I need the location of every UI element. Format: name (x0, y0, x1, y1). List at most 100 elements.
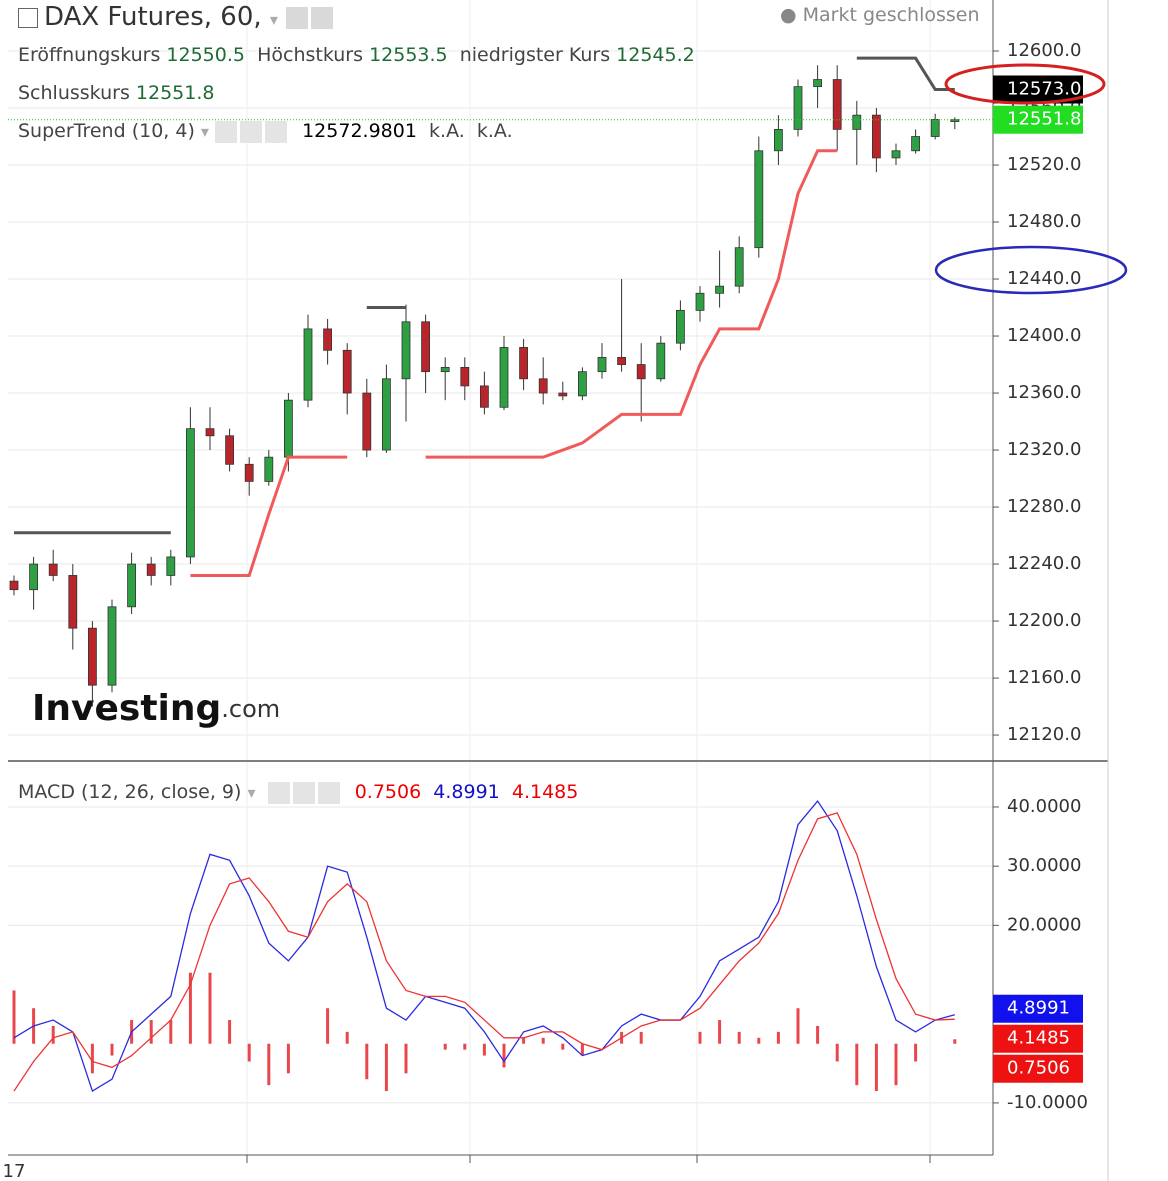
candle-body (754, 150, 764, 249)
y-tick-label: -10.0000 (1007, 1092, 1088, 1113)
candle-body (421, 321, 431, 373)
candle-body (578, 371, 587, 397)
close-icon[interactable] (317, 781, 340, 804)
x-tick-label: 17 (3, 1161, 26, 1181)
candle-body (597, 357, 607, 373)
candle-body (244, 463, 254, 482)
candle-body (381, 378, 391, 451)
histogram-bar (12, 990, 16, 1044)
dropdown[interactable]: ▾ (269, 10, 278, 29)
indicator-value: k.A. (476, 120, 513, 142)
candle-body (930, 119, 940, 137)
candle-body (264, 456, 274, 482)
histogram-bar (443, 1043, 447, 1050)
collapse-icon[interactable] (18, 7, 38, 28)
y-tick-label: 12360.0 (1007, 382, 1081, 403)
candle-body (519, 347, 528, 380)
histogram-bar (345, 1031, 349, 1044)
candle-body (9, 580, 19, 591)
value: 12550.5 (166, 44, 245, 66)
indicator-value: 4.8991 (433, 781, 500, 803)
histogram-bar (267, 1043, 271, 1086)
candle-body (323, 328, 333, 351)
market-status: ● Markt geschlossen (780, 4, 980, 26)
close-icon[interactable] (265, 120, 287, 143)
histogram-bar (796, 1008, 800, 1044)
candle-body (617, 357, 626, 365)
candle-body (342, 349, 352, 394)
candle-body (676, 309, 685, 344)
histogram-bar (541, 1037, 545, 1044)
eye-icon[interactable] (267, 781, 290, 804)
macd-line (13, 812, 955, 1092)
supertrend-line (190, 455, 348, 577)
eye-icon[interactable] (286, 6, 309, 29)
candle-body (283, 399, 293, 458)
indicator-badge-label: 4.8991 (1007, 998, 1070, 1019)
candle-body (68, 575, 78, 629)
candle-body (872, 114, 881, 159)
label: Höchstkurs (257, 44, 364, 66)
candle-body (852, 114, 862, 130)
histogram-bar (835, 1043, 839, 1062)
histogram-bar (169, 1020, 173, 1044)
histogram-bar (698, 1031, 702, 1044)
price-badge (993, 105, 1083, 134)
supertrend-line (856, 56, 955, 91)
histogram-bar (894, 1043, 898, 1086)
candle-body (911, 136, 920, 152)
candle-body (460, 366, 470, 387)
histogram-bar (110, 1043, 114, 1056)
histogram-bar (580, 1043, 584, 1056)
histogram-bar (384, 1043, 388, 1092)
candle-body (29, 563, 39, 591)
histogram-bar (326, 1008, 330, 1044)
macd-legend: MACD (12, 26, close, 9) ▾ 0.7506 4.8991 … (18, 781, 579, 804)
histogram-bar (365, 1043, 369, 1080)
histogram-bar (776, 1031, 780, 1044)
y-tick-label: 12240.0 (1007, 553, 1081, 574)
indicator-value: 0.7506 (354, 781, 422, 803)
candle-body (205, 428, 215, 437)
close-legend: Schlusskurs 12551.8 (18, 82, 214, 104)
indicator-badge-label: 0.7506 (1007, 1058, 1070, 1079)
y-tick-label: 30.0000 (1007, 855, 1081, 876)
annotation-circle (944, 63, 1106, 105)
settings-icon[interactable] (240, 120, 262, 143)
eye-icon[interactable] (215, 120, 237, 143)
settings-icon[interactable] (311, 6, 334, 29)
candle-body (479, 385, 489, 408)
indicator-badge (993, 1054, 1083, 1083)
label: Eröffnungskurs (18, 44, 161, 66)
chart-title: DAX Futures, 60, (44, 2, 262, 32)
candle-body (499, 347, 509, 408)
candle-body (185, 428, 195, 558)
histogram-bar (914, 1043, 918, 1062)
histogram-bar (737, 1031, 741, 1044)
indicator-legend: SuperTrend (10, 4) ▾ 12572.9801 k.A. k.A… (18, 120, 513, 143)
candle-body (440, 366, 450, 373)
ohlc-legend: Eröffnungskurs 12550.5 Höchstkurs 12553.… (18, 44, 695, 66)
candle-body (950, 119, 960, 122)
y-tick-label: 12440.0 (1007, 268, 1081, 289)
histogram-bar (482, 1043, 486, 1056)
y-tick-label: 20.0000 (1007, 914, 1081, 935)
histogram-bar (953, 1039, 957, 1044)
value: 12553.5 (369, 44, 448, 66)
candle-body (166, 556, 176, 576)
histogram-bar (51, 1025, 55, 1044)
candle-body (303, 328, 313, 401)
annotation-circle (934, 245, 1128, 295)
indicator-badge (993, 994, 1083, 1023)
price-badge-label: 12573.0 (1007, 78, 1081, 99)
macd-line (13, 799, 955, 1093)
histogram-bar (149, 1020, 153, 1044)
y-tick-label: 12320.0 (1007, 439, 1081, 460)
histogram-bar (874, 1043, 878, 1092)
histogram-bar (561, 1043, 565, 1050)
histogram-bar (188, 972, 192, 1044)
indicator-name: MACD (12, 26, close, 9) (18, 781, 242, 803)
settings-icon[interactable] (292, 781, 315, 804)
y-tick-label: 12200.0 (1007, 610, 1081, 631)
